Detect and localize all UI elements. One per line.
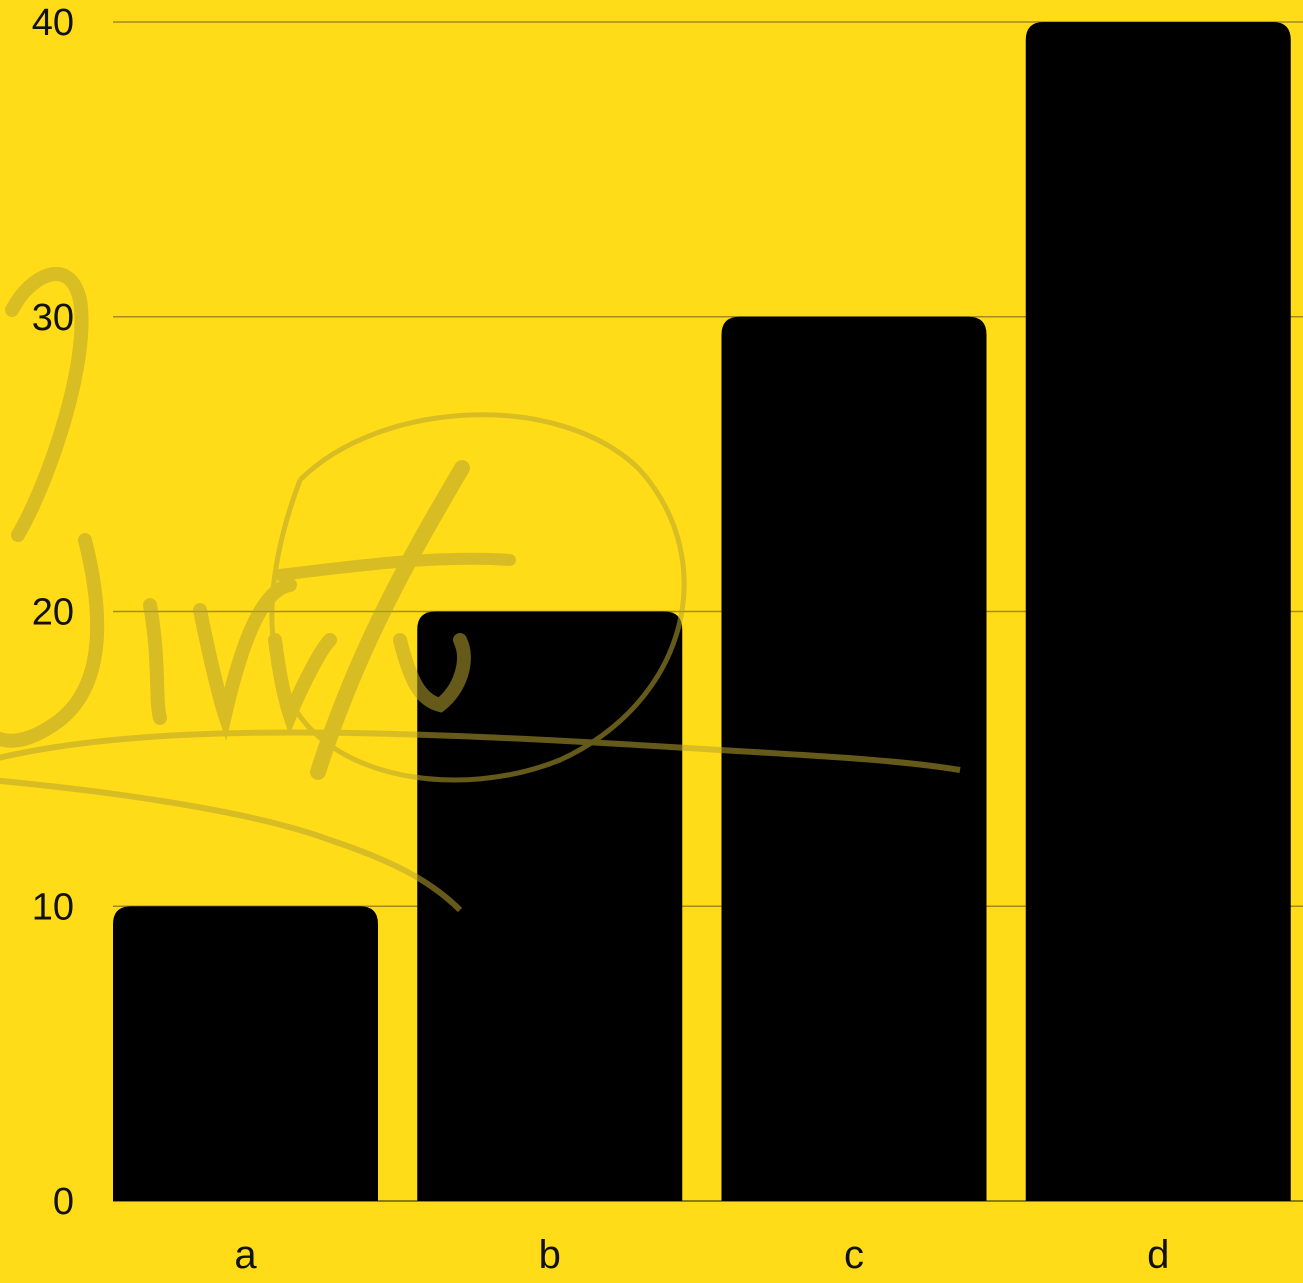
bar-a xyxy=(113,906,378,1201)
watermark-stroke xyxy=(143,598,167,725)
watermark-stroke xyxy=(269,412,687,783)
y-tick-label: 0 xyxy=(53,1181,74,1223)
watermark-stroke xyxy=(393,633,471,713)
y-tick-label: 20 xyxy=(32,592,74,634)
x-category-label: c xyxy=(844,1233,864,1277)
watermark-stroke xyxy=(5,267,89,542)
y-tick-label: 30 xyxy=(32,297,74,339)
signature-watermark xyxy=(0,267,961,913)
watermark-stroke xyxy=(0,777,463,913)
bar-d xyxy=(1025,22,1291,1201)
y-tick-label: 10 xyxy=(32,886,74,928)
x-axis-categories: a b c d xyxy=(234,1233,1169,1277)
x-category-label: a xyxy=(234,1233,257,1277)
bar-b xyxy=(417,611,683,1201)
watermark-stroke xyxy=(274,552,516,581)
x-category-label: b xyxy=(539,1233,561,1277)
watermark-stroke xyxy=(0,533,105,748)
watermark-stroke xyxy=(0,729,961,773)
x-category-label: d xyxy=(1147,1233,1169,1277)
watermark-stroke xyxy=(310,460,470,780)
y-axis-ticks: 0 10 20 30 40 xyxy=(32,2,74,1223)
watermark-stroke xyxy=(193,578,297,741)
y-tick-label: 40 xyxy=(32,2,74,44)
